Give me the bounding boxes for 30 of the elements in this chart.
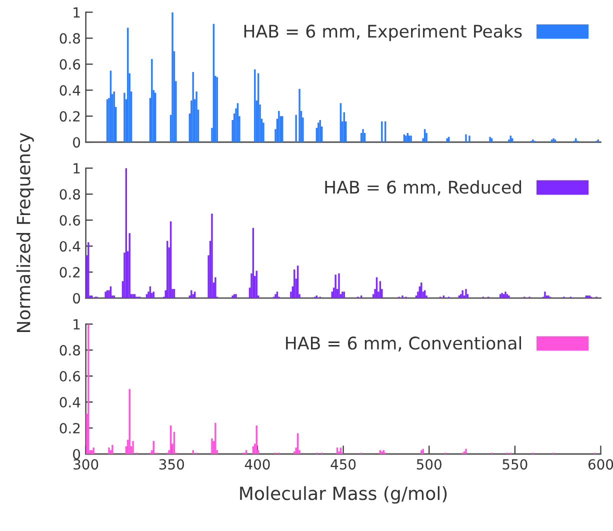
y-axis-title: Normalized Frequency xyxy=(16,132,34,332)
y-tick-label: 0.6 xyxy=(60,371,80,382)
y-tick-label: 0.8 xyxy=(60,345,80,356)
y-tick-label: 0.6 xyxy=(60,215,80,226)
y-tick-label: 0.8 xyxy=(60,33,80,44)
y-tick-label: 0.8 xyxy=(60,189,80,200)
y-tick-label: 0.4 xyxy=(60,241,80,252)
x-axis-title: Molecular Mass (g/mol) xyxy=(240,486,447,504)
y-tick-label: 0.2 xyxy=(60,111,80,122)
y-tick-label: 0.6 xyxy=(60,59,80,70)
x-tick-label: 500 xyxy=(416,459,442,470)
y-tick-label: 0.2 xyxy=(60,267,80,278)
x-tick-label: 550 xyxy=(502,459,528,470)
y-tick-label: 0 xyxy=(73,137,80,148)
y-tick-label: 0.4 xyxy=(60,397,80,408)
x-tick-label: 400 xyxy=(244,459,270,470)
y-tick-label: 1 xyxy=(74,7,80,18)
legend-label: HAB = 6 mm, Conventional xyxy=(286,336,521,352)
legend-label: HAB = 6 mm, Experiment Peaks xyxy=(244,24,522,42)
x-tick-label: 300 xyxy=(74,459,98,470)
legend-label: HAB = 6 mm, Reduced xyxy=(325,180,522,196)
x-tick-label: 600 xyxy=(588,459,613,470)
y-tick-label: 0.2 xyxy=(60,422,80,434)
x-tick-label: 450 xyxy=(330,459,356,470)
y-tick-label: 0 xyxy=(73,448,80,460)
y-tick-label: 1 xyxy=(74,319,80,330)
y-tick-label: 1 xyxy=(74,163,80,174)
y-tick-label: 0 xyxy=(73,293,80,304)
y-tick-label: 0.4 xyxy=(60,85,80,96)
x-tick-label: 350 xyxy=(159,459,184,470)
